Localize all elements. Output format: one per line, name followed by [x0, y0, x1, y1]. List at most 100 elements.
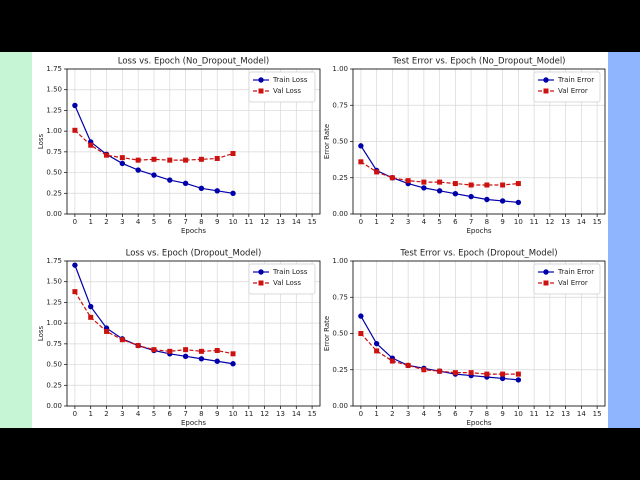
x-tick-label: 1 [88, 410, 92, 418]
x-tick-label: 12 [545, 218, 554, 226]
y-tick-label: 1.25 [46, 298, 62, 306]
x-tick-label: 9 [215, 410, 219, 418]
x-tick-label: 15 [593, 410, 602, 418]
x-tick-label: 9 [215, 218, 219, 226]
x-axis-label: Epochs [466, 227, 491, 235]
x-tick-label: 3 [406, 218, 410, 226]
point [484, 371, 490, 377]
x-tick-label: 7 [183, 410, 187, 418]
series-line [360, 161, 519, 186]
y-tick-label: 0.50 [332, 330, 348, 338]
x-tick-label: 11 [530, 410, 539, 418]
point [104, 152, 110, 158]
x-tick-label: 14 [577, 218, 586, 226]
point [214, 358, 220, 364]
x-axis-label: Epochs [181, 419, 206, 427]
x-tick-label: 13 [561, 218, 570, 226]
point [468, 193, 474, 200]
x-tick-label: 6 [168, 410, 173, 418]
y-tick-label: 0.75 [46, 340, 62, 348]
legend-marker [258, 88, 264, 94]
x-tick-label: 14 [292, 218, 301, 226]
y-tick-label: 0.00 [332, 210, 348, 218]
point [72, 102, 78, 109]
x-tick-label: 12 [545, 410, 554, 418]
y-tick-label: 1.50 [46, 278, 62, 286]
point [135, 167, 141, 173]
point [88, 142, 94, 148]
x-tick-label: 2 [390, 218, 394, 226]
point [374, 169, 380, 175]
x-tick-label: 10 [514, 218, 523, 226]
point [421, 185, 427, 191]
point [437, 368, 443, 374]
y-axis-label: Error Rate [323, 124, 331, 159]
legend-marker [543, 269, 549, 275]
x-axis-label: Epochs [466, 419, 491, 427]
point [119, 337, 125, 343]
legend-label: Val Loss [273, 279, 301, 287]
x-tick-label: 13 [276, 410, 285, 418]
x-tick-label: 13 [561, 410, 570, 418]
point [500, 371, 506, 377]
x-tick-label: 2 [104, 218, 108, 226]
point [72, 262, 78, 268]
point [405, 178, 411, 184]
y-tick-label: 1.25 [46, 106, 62, 114]
legend-label: Val Error [558, 279, 588, 287]
point [484, 196, 490, 203]
x-tick-label: 15 [593, 218, 602, 226]
point [515, 181, 521, 187]
legend-label: Train Error [557, 76, 594, 84]
y-tick-label: 0.25 [46, 381, 62, 389]
y-tick-label: 0.25 [46, 189, 62, 197]
point [88, 303, 94, 310]
point [214, 347, 220, 353]
point [452, 370, 458, 376]
point [389, 175, 395, 181]
x-tick-label: 6 [168, 218, 173, 226]
x-tick-label: 15 [308, 410, 317, 418]
x-tick-label: 3 [120, 410, 124, 418]
legend-marker [543, 280, 549, 286]
x-tick-label: 1 [88, 218, 92, 226]
x-tick-label: 0 [73, 410, 77, 418]
x-tick-label: 9 [500, 218, 504, 226]
legend-marker [543, 88, 549, 94]
point [515, 199, 522, 206]
point [230, 361, 236, 367]
y-tick-label: 0.50 [46, 169, 62, 177]
point [515, 371, 521, 377]
x-tick-label: 2 [390, 410, 394, 418]
point [358, 331, 364, 336]
y-axis-label: Loss [37, 325, 45, 341]
point [230, 151, 236, 157]
point [183, 347, 189, 353]
legend-label: Train Error [557, 268, 594, 276]
x-tick-label: 4 [422, 218, 427, 226]
y-axis-label: Error Rate [323, 316, 331, 351]
point [358, 159, 364, 165]
point [421, 367, 427, 373]
series-line [74, 129, 234, 161]
point [135, 343, 141, 349]
point [167, 348, 173, 354]
x-tick-label: 5 [152, 218, 156, 226]
chart-title: Test Error vs. Epoch (Dropout_Model) [399, 249, 557, 259]
y-tick-label: 0.25 [332, 174, 348, 182]
point [198, 348, 204, 354]
point [500, 182, 506, 188]
chart-title: Test Error vs. Epoch (No_Dropout_Model) [391, 57, 565, 67]
x-tick-label: 7 [469, 410, 473, 418]
y-tick-label: 1.75 [46, 65, 62, 73]
x-tick-label: 14 [577, 410, 586, 418]
point [198, 156, 204, 162]
x-tick-label: 11 [530, 218, 539, 226]
x-tick-label: 8 [199, 218, 203, 226]
point [452, 191, 459, 197]
x-tick-label: 8 [199, 410, 203, 418]
legend-label: Val Loss [273, 87, 301, 95]
x-tick-label: 10 [514, 410, 523, 418]
y-tick-label: 0.00 [46, 210, 62, 218]
point [104, 328, 110, 334]
